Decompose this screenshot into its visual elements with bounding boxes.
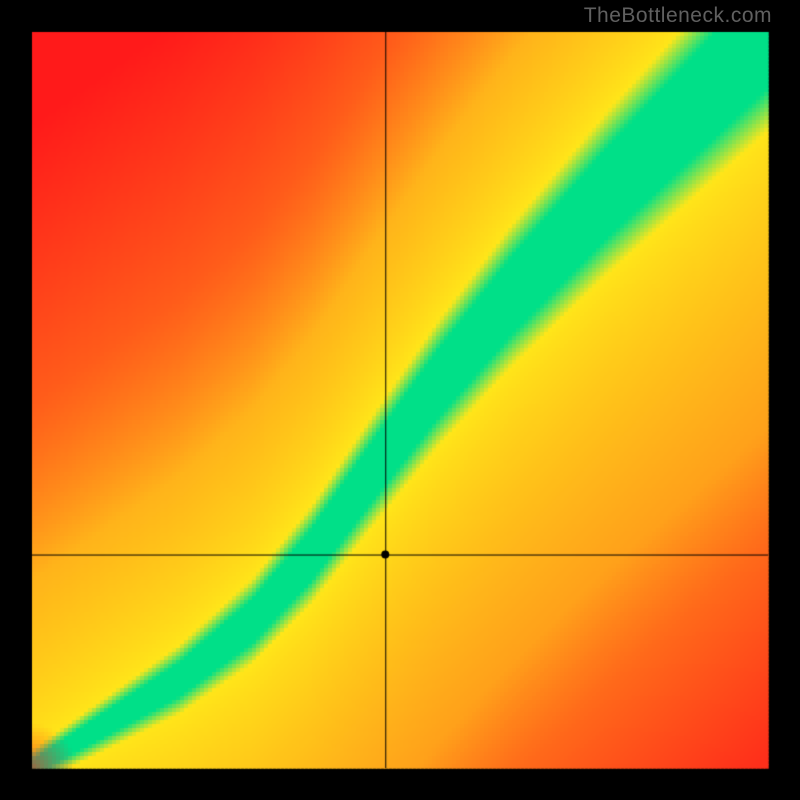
heatmap-canvas	[0, 0, 800, 800]
chart-container: TheBottleneck.com	[0, 0, 800, 800]
watermark-text: TheBottleneck.com	[584, 4, 772, 28]
